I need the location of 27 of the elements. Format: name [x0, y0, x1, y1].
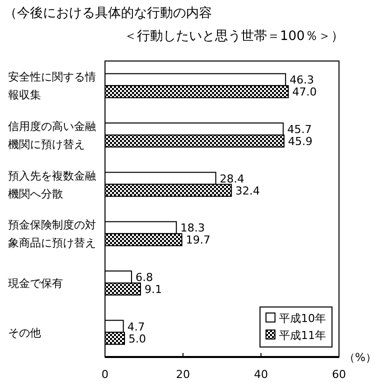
y-tick-label: その他	[8, 326, 41, 340]
x-tick-label: 20	[176, 368, 190, 381]
data-label: 5.0	[128, 332, 146, 346]
y-tick-label: 安全性に関する情報収集	[8, 70, 96, 102]
chart-title: （今後における具体的な行動の内容	[4, 5, 212, 21]
chart-subtitle: ＜行動したいと思う世帯＝100％＞）	[124, 29, 344, 44]
data-label: 32.4	[235, 184, 260, 198]
x-axis-title: （%）	[344, 351, 376, 364]
data-label: 46.3	[290, 74, 314, 87]
data-label: 47.0	[292, 86, 317, 99]
data-label: 28.4	[220, 172, 244, 186]
data-label: 4.7	[127, 320, 145, 334]
y-tick-label: 預入先を複数金融機関へ分散	[8, 169, 96, 200]
y-tick-label: 預金保険制度の対象商品に預け替え	[8, 218, 96, 250]
x-tick-label: 60	[332, 368, 346, 381]
y-tick-label: 現金で保有	[8, 277, 63, 290]
data-label: 45.9	[288, 135, 313, 148]
data-label: 45.7	[287, 123, 312, 136]
data-label: 9.1	[144, 283, 162, 296]
legend-label: 平成11年	[279, 329, 326, 342]
legend-label: 平成10年	[279, 312, 326, 325]
data-label: 19.7	[186, 234, 210, 247]
y-tick-label: 信用度の高い金融機関に預け替え	[8, 120, 96, 151]
x-tick-label: 0	[102, 368, 108, 381]
x-tick-label: 40	[254, 368, 268, 381]
data-label: 6.8	[136, 271, 154, 284]
data-label: 18.3	[180, 222, 205, 235]
